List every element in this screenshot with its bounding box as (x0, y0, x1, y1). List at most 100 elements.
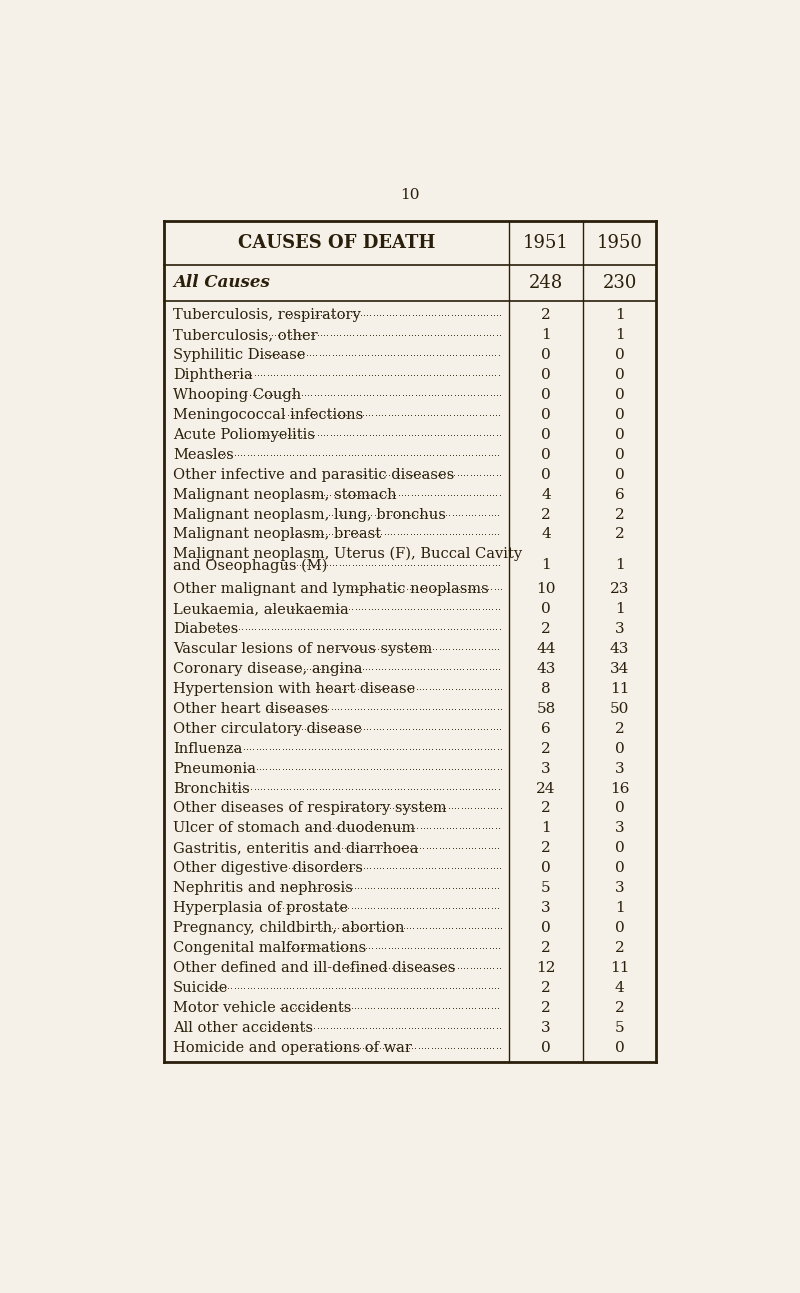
Text: 8: 8 (542, 681, 551, 696)
Text: Diabetes: Diabetes (173, 622, 238, 636)
Text: Ulcer of stomach and duodenum: Ulcer of stomach and duodenum (173, 821, 415, 835)
Text: 0: 0 (614, 407, 625, 422)
Text: Motor vehicle accidents: Motor vehicle accidents (173, 1001, 351, 1015)
Text: 2: 2 (614, 528, 625, 542)
Text: 3: 3 (615, 622, 625, 636)
Text: Measles: Measles (173, 447, 234, 462)
Text: 1: 1 (614, 901, 625, 915)
Text: 2: 2 (614, 941, 625, 956)
Text: Tuberculosis, other: Tuberculosis, other (173, 328, 318, 343)
Text: 0: 0 (614, 1041, 625, 1055)
Text: 0: 0 (541, 407, 551, 422)
Text: 2: 2 (541, 981, 551, 994)
Text: Syphilitic Disease: Syphilitic Disease (173, 348, 306, 362)
Text: 0: 0 (541, 861, 551, 875)
Text: 0: 0 (614, 468, 625, 482)
Text: 230: 230 (602, 274, 637, 292)
Text: 248: 248 (529, 274, 563, 292)
Text: 0: 0 (614, 802, 625, 816)
Text: 0: 0 (541, 447, 551, 462)
Text: 1951: 1951 (523, 234, 569, 252)
Text: 11: 11 (610, 961, 630, 975)
Text: 3: 3 (542, 1020, 551, 1034)
Text: Congenital malformations: Congenital malformations (173, 941, 366, 956)
Text: 3: 3 (542, 901, 551, 915)
Text: 23: 23 (610, 582, 630, 596)
Text: 0: 0 (614, 348, 625, 362)
Text: Hypertension with heart disease: Hypertension with heart disease (173, 681, 415, 696)
Text: Acute Poliomyelitis: Acute Poliomyelitis (173, 428, 315, 442)
Text: Pneumonia: Pneumonia (173, 762, 256, 776)
Text: 1: 1 (541, 328, 551, 343)
Text: 1: 1 (614, 308, 625, 322)
Text: Malignant neoplasm, Uterus (F), Buccal Cavity: Malignant neoplasm, Uterus (F), Buccal C… (173, 547, 522, 561)
Text: 1950: 1950 (597, 234, 642, 252)
Text: Meningococcal infections: Meningococcal infections (173, 407, 363, 422)
Text: Malignant neoplasm, stomach: Malignant neoplasm, stomach (173, 487, 397, 502)
Text: 2: 2 (541, 508, 551, 521)
Text: Pregnancy, childbirth, abortion: Pregnancy, childbirth, abortion (173, 921, 404, 935)
Text: 16: 16 (610, 781, 630, 795)
Text: Bronchitis: Bronchitis (173, 781, 250, 795)
Text: 0: 0 (541, 921, 551, 935)
Text: 44: 44 (536, 643, 556, 656)
Text: 2: 2 (541, 622, 551, 636)
Text: Vascular lesions of nervous system: Vascular lesions of nervous system (173, 643, 432, 656)
Text: 43: 43 (610, 643, 630, 656)
Text: Coronary disease, angina: Coronary disease, angina (173, 662, 362, 676)
Text: 10: 10 (400, 189, 420, 202)
Text: Other circulatory disease: Other circulatory disease (173, 721, 362, 736)
Text: 2: 2 (541, 842, 551, 856)
Text: 1: 1 (614, 559, 625, 573)
Text: Other digestive disorders: Other digestive disorders (173, 861, 362, 875)
Text: Leukaemia, aleukaemia: Leukaemia, aleukaemia (173, 603, 349, 617)
Text: 2: 2 (541, 742, 551, 755)
Text: 4: 4 (614, 981, 625, 994)
Text: 0: 0 (541, 468, 551, 482)
Text: 2: 2 (614, 721, 625, 736)
Text: Homicide and operations of war: Homicide and operations of war (173, 1041, 412, 1055)
Text: 2: 2 (614, 508, 625, 521)
Text: CAUSES OF DEATH: CAUSES OF DEATH (238, 234, 435, 252)
Text: 6: 6 (541, 721, 551, 736)
Text: 4: 4 (541, 487, 551, 502)
Text: 0: 0 (614, 921, 625, 935)
Text: 6: 6 (614, 487, 625, 502)
Text: Other diseases of respiratory system: Other diseases of respiratory system (173, 802, 446, 816)
Text: 2: 2 (614, 1001, 625, 1015)
Text: 0: 0 (541, 369, 551, 381)
Text: 0: 0 (541, 348, 551, 362)
Text: 10: 10 (536, 582, 556, 596)
Text: 1: 1 (541, 559, 551, 573)
Text: 0: 0 (541, 388, 551, 402)
Text: 43: 43 (536, 662, 556, 676)
Text: 12: 12 (536, 961, 556, 975)
Text: Other defined and ill-defined diseases: Other defined and ill-defined diseases (173, 961, 455, 975)
Text: Other infective and parasitic diseases: Other infective and parasitic diseases (173, 468, 454, 482)
Text: Influenza: Influenza (173, 742, 242, 755)
Text: Other heart diseases: Other heart diseases (173, 702, 328, 716)
Text: 0: 0 (614, 842, 625, 856)
Text: 0: 0 (541, 428, 551, 442)
Text: Malignant neoplasm, breast: Malignant neoplasm, breast (173, 528, 381, 542)
Text: 0: 0 (541, 1041, 551, 1055)
Text: Whooping Cough: Whooping Cough (173, 388, 301, 402)
Text: All other accidents: All other accidents (173, 1020, 313, 1034)
Text: 1: 1 (614, 328, 625, 343)
Text: 4: 4 (541, 528, 551, 542)
Text: Hyperplasia of prostate: Hyperplasia of prostate (173, 901, 348, 915)
Text: and Oseophagus (M): and Oseophagus (M) (173, 559, 327, 573)
Text: Malignant neoplasm, lung, bronchus: Malignant neoplasm, lung, bronchus (173, 508, 446, 521)
Text: 50: 50 (610, 702, 630, 716)
Text: 0: 0 (614, 861, 625, 875)
Text: 3: 3 (615, 882, 625, 895)
Text: 2: 2 (541, 1001, 551, 1015)
Text: 0: 0 (614, 428, 625, 442)
Text: 1: 1 (541, 821, 551, 835)
Text: 0: 0 (614, 369, 625, 381)
Text: 1: 1 (614, 603, 625, 617)
Text: 24: 24 (536, 781, 556, 795)
Text: Gastritis, enteritis and diarrhoea: Gastritis, enteritis and diarrhoea (173, 842, 418, 856)
Text: 0: 0 (614, 447, 625, 462)
Text: All Causes: All Causes (173, 274, 270, 291)
